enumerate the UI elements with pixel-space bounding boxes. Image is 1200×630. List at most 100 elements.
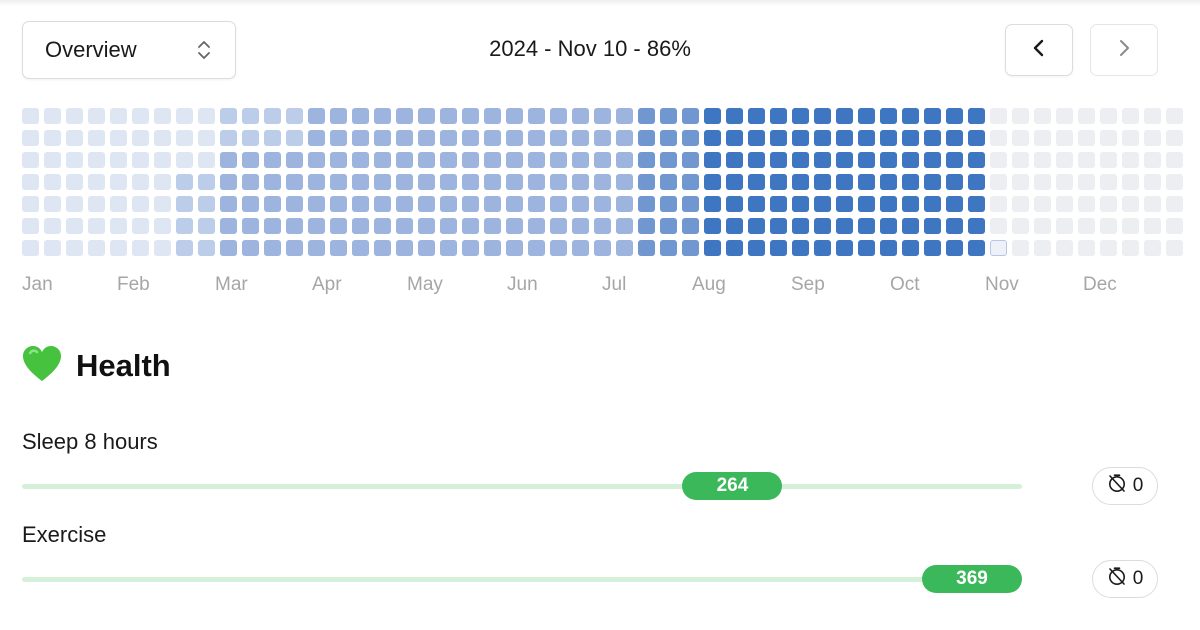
heatmap-day-cell[interactable] xyxy=(770,108,787,124)
heatmap-day-cell[interactable] xyxy=(220,196,237,212)
heatmap-day-cell[interactable] xyxy=(792,130,809,146)
heatmap-day-cell[interactable] xyxy=(1055,152,1073,168)
previous-period-button[interactable] xyxy=(1005,24,1073,76)
heatmap-day-cell[interactable] xyxy=(22,218,39,234)
heatmap-day-cell[interactable] xyxy=(946,108,963,124)
heatmap-day-cell[interactable] xyxy=(132,108,149,124)
heatmap-day-cell[interactable] xyxy=(352,108,369,124)
heatmap-day-cell[interactable] xyxy=(66,108,83,124)
heatmap-day-cell[interactable] xyxy=(858,108,875,124)
heatmap-day-cell[interactable] xyxy=(308,218,325,234)
heatmap-day-cell[interactable] xyxy=(726,218,743,234)
heatmap-day-cell[interactable] xyxy=(286,130,303,146)
heatmap-day-cell[interactable] xyxy=(264,218,281,234)
heatmap-day-cell[interactable] xyxy=(902,240,919,256)
heatmap-day-cell[interactable] xyxy=(924,196,941,212)
skip-counter-button[interactable]: 0 xyxy=(1092,560,1158,598)
heatmap-day-cell[interactable] xyxy=(1033,108,1051,124)
heatmap-day-cell[interactable] xyxy=(66,174,83,190)
heatmap-day-cell[interactable] xyxy=(792,218,809,234)
heatmap-day-cell[interactable] xyxy=(748,174,765,190)
heatmap-day-cell[interactable] xyxy=(1011,152,1029,168)
heatmap-day-cell[interactable] xyxy=(748,152,765,168)
heatmap-day-cell[interactable] xyxy=(638,152,655,168)
heatmap-day-cell[interactable] xyxy=(88,218,105,234)
heatmap-today-cell[interactable] xyxy=(990,240,1007,256)
heatmap-day-cell[interactable] xyxy=(176,130,193,146)
heatmap-day-cell[interactable] xyxy=(22,174,39,190)
heatmap-day-cell[interactable] xyxy=(924,174,941,190)
heatmap-day-cell[interactable] xyxy=(638,174,655,190)
heatmap-day-cell[interactable] xyxy=(1121,196,1139,212)
heatmap-day-cell[interactable] xyxy=(198,196,215,212)
heatmap-day-cell[interactable] xyxy=(572,130,589,146)
heatmap-day-cell[interactable] xyxy=(154,152,171,168)
heatmap-day-cell[interactable] xyxy=(198,108,215,124)
heatmap-day-cell[interactable] xyxy=(638,240,655,256)
heatmap-day-cell[interactable] xyxy=(506,152,523,168)
heatmap-day-cell[interactable] xyxy=(396,108,413,124)
heatmap-day-cell[interactable] xyxy=(638,130,655,146)
heatmap-day-cell[interactable] xyxy=(682,196,699,212)
heatmap-day-cell[interactable] xyxy=(924,152,941,168)
heatmap-day-cell[interactable] xyxy=(440,108,457,124)
heatmap-day-cell[interactable] xyxy=(814,240,831,256)
heatmap-day-cell[interactable] xyxy=(726,152,743,168)
heatmap-day-cell[interactable] xyxy=(968,218,985,234)
heatmap-day-cell[interactable] xyxy=(946,174,963,190)
heatmap-day-cell[interactable] xyxy=(748,240,765,256)
heatmap-day-cell[interactable] xyxy=(264,174,281,190)
heatmap-day-cell[interactable] xyxy=(528,196,545,212)
heatmap-day-cell[interactable] xyxy=(352,174,369,190)
heatmap-day-cell[interactable] xyxy=(1121,240,1139,256)
heatmap-day-cell[interactable] xyxy=(814,174,831,190)
heatmap-day-cell[interactable] xyxy=(506,240,523,256)
heatmap-day-cell[interactable] xyxy=(880,108,897,124)
heatmap-day-cell[interactable] xyxy=(1011,174,1029,190)
heatmap-day-cell[interactable] xyxy=(770,152,787,168)
heatmap-day-cell[interactable] xyxy=(1077,174,1095,190)
heatmap-day-cell[interactable] xyxy=(154,240,171,256)
heatmap-day-cell[interactable] xyxy=(110,196,127,212)
heatmap-day-cell[interactable] xyxy=(1055,240,1073,256)
heatmap-day-cell[interactable] xyxy=(528,218,545,234)
heatmap-day-cell[interactable] xyxy=(220,240,237,256)
heatmap-day-cell[interactable] xyxy=(66,152,83,168)
heatmap-day-cell[interactable] xyxy=(242,218,259,234)
heatmap-day-cell[interactable] xyxy=(660,218,677,234)
heatmap-day-cell[interactable] xyxy=(770,196,787,212)
heatmap-day-cell[interactable] xyxy=(374,108,391,124)
heatmap-day-cell[interactable] xyxy=(484,196,501,212)
heatmap-day-cell[interactable] xyxy=(770,218,787,234)
heatmap-day-cell[interactable] xyxy=(330,240,347,256)
heatmap-day-cell[interactable] xyxy=(484,108,501,124)
heatmap-day-cell[interactable] xyxy=(462,196,479,212)
heatmap-day-cell[interactable] xyxy=(990,218,1007,234)
heatmap-day-cell[interactable] xyxy=(704,196,721,212)
heatmap-day-cell[interactable] xyxy=(440,174,457,190)
heatmap-day-cell[interactable] xyxy=(198,130,215,146)
heatmap-day-cell[interactable] xyxy=(44,240,61,256)
heatmap-day-cell[interactable] xyxy=(1165,174,1183,190)
heatmap-day-cell[interactable] xyxy=(264,108,281,124)
heatmap-day-cell[interactable] xyxy=(484,218,501,234)
heatmap-day-cell[interactable] xyxy=(1055,108,1073,124)
heatmap-day-cell[interactable] xyxy=(308,174,325,190)
heatmap-day-cell[interactable] xyxy=(814,108,831,124)
heatmap-day-cell[interactable] xyxy=(1055,218,1073,234)
heatmap-day-cell[interactable] xyxy=(308,108,325,124)
heatmap-day-cell[interactable] xyxy=(792,108,809,124)
heatmap-day-cell[interactable] xyxy=(1055,174,1073,190)
heatmap-day-cell[interactable] xyxy=(176,108,193,124)
heatmap-day-cell[interactable] xyxy=(792,196,809,212)
heatmap-day-cell[interactable] xyxy=(1033,152,1051,168)
heatmap-day-cell[interactable] xyxy=(594,196,611,212)
heatmap-day-cell[interactable] xyxy=(616,218,633,234)
heatmap-day-cell[interactable] xyxy=(814,152,831,168)
heatmap-day-cell[interactable] xyxy=(242,108,259,124)
next-period-button[interactable] xyxy=(1090,24,1158,76)
heatmap-day-cell[interactable] xyxy=(616,174,633,190)
heatmap-day-cell[interactable] xyxy=(462,152,479,168)
heatmap-day-cell[interactable] xyxy=(792,152,809,168)
heatmap-day-cell[interactable] xyxy=(264,152,281,168)
